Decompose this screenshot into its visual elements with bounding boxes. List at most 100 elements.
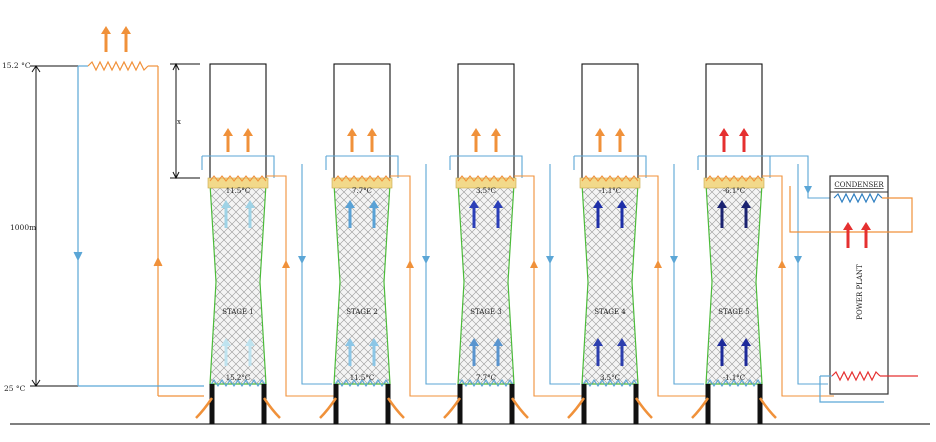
bottom-temperature-label: 25 °C bbox=[4, 384, 26, 393]
exhaust-arrow bbox=[223, 128, 233, 152]
height-label: 1000m bbox=[10, 223, 36, 232]
condenser-coil bbox=[833, 192, 883, 204]
header-coil bbox=[705, 175, 763, 182]
cold-pipe bbox=[574, 155, 647, 178]
header-coil bbox=[581, 175, 639, 182]
intake-swirl bbox=[634, 397, 653, 419]
stage-bottom-temperature: 7.7°C bbox=[476, 374, 496, 382]
exhaust-arrow bbox=[615, 128, 625, 152]
stage-2: 7.7°C STAGE 2 11.5°C bbox=[319, 63, 462, 424]
exhaust-arrow bbox=[471, 128, 481, 152]
updraft-arrow bbox=[741, 338, 751, 366]
base-coil bbox=[705, 379, 763, 387]
updraft-arrow bbox=[345, 338, 355, 366]
mesh-column bbox=[333, 183, 391, 385]
intake-swirl bbox=[691, 397, 710, 419]
stage-bottom-temperature: -1.1°C bbox=[723, 374, 745, 382]
updraft-arrow bbox=[369, 338, 379, 366]
intake-swirl bbox=[195, 397, 214, 419]
updraft-arrow bbox=[741, 200, 751, 228]
exhaust-arrow bbox=[739, 128, 749, 152]
updraft-arrow bbox=[617, 338, 627, 366]
updraft-arrow bbox=[345, 200, 355, 228]
top-temperature-label: 15.2 °C bbox=[2, 61, 31, 70]
x-marker-label: x bbox=[177, 118, 181, 126]
chimney bbox=[457, 63, 515, 181]
stage-top-temperature: 3.5°C bbox=[476, 187, 496, 195]
intake-swirl bbox=[443, 397, 462, 419]
power-plant-heater bbox=[831, 370, 881, 382]
updraft-arrow bbox=[245, 338, 255, 366]
updraft-arrow bbox=[369, 200, 379, 228]
header-coil bbox=[457, 175, 515, 182]
condenser-label: CONDENSER bbox=[834, 181, 884, 189]
warm-pipe bbox=[390, 175, 462, 397]
stage-top-temperature: 7.7°C bbox=[352, 187, 372, 195]
cold-pipe bbox=[797, 164, 828, 385]
updraft-arrow bbox=[493, 200, 503, 228]
intake-exhaust-arrows bbox=[101, 26, 131, 52]
updraft-arrow bbox=[221, 338, 231, 366]
base-coil bbox=[581, 379, 639, 387]
exhaust-arrow bbox=[595, 128, 605, 152]
intake-swirl bbox=[386, 397, 405, 419]
stage-name: STAGE 1 bbox=[222, 308, 254, 316]
cold-pipe bbox=[425, 164, 456, 385]
warm-pipe bbox=[638, 175, 710, 397]
power-plant-inlet-arrows bbox=[843, 222, 871, 248]
updraft-arrow bbox=[469, 338, 479, 366]
stage-top-temperature: 11.5°C bbox=[226, 187, 250, 195]
header-coil bbox=[209, 175, 267, 182]
power-plant-unit bbox=[789, 175, 918, 403]
updraft-arrow bbox=[493, 338, 503, 366]
stage-1: 11.5°C STAGE 1 15.2°C bbox=[195, 63, 338, 424]
cold-pipe bbox=[673, 164, 704, 385]
header-band bbox=[331, 177, 393, 189]
header-band bbox=[703, 177, 765, 189]
exhaust-arrow bbox=[719, 128, 729, 152]
stage-3: 3.5°C STAGE 3 7.7°C bbox=[443, 63, 586, 424]
x-dimension bbox=[170, 62, 200, 180]
stage-4: -1.1°C STAGE 4 3.5°C bbox=[567, 63, 710, 424]
updraft-arrow bbox=[221, 200, 231, 228]
updraft-arrow bbox=[593, 338, 603, 366]
mesh-column bbox=[581, 183, 639, 385]
exhaust-arrow bbox=[243, 128, 253, 152]
chimney bbox=[333, 63, 391, 181]
height-axis bbox=[30, 65, 78, 387]
header-coil bbox=[333, 175, 391, 182]
stage-name: STAGE 5 bbox=[718, 308, 750, 316]
intake-swirl bbox=[319, 397, 338, 419]
warm-pipe bbox=[266, 175, 338, 397]
mesh-column bbox=[457, 183, 515, 385]
exhaust-arrow bbox=[491, 128, 501, 152]
chimney bbox=[581, 63, 639, 181]
cold-pipe bbox=[301, 164, 332, 385]
updraft-arrow bbox=[617, 200, 627, 228]
intake-swirl bbox=[758, 397, 777, 419]
updraft-arrow bbox=[245, 200, 255, 228]
mesh-column bbox=[705, 183, 763, 385]
stage-name: STAGE 4 bbox=[594, 308, 626, 316]
intake-swirl bbox=[510, 397, 529, 419]
stage-bottom-temperature: 3.5°C bbox=[600, 374, 620, 382]
header-band bbox=[207, 177, 269, 189]
header-band bbox=[579, 177, 641, 189]
cold-pipe bbox=[202, 155, 275, 178]
header-band bbox=[455, 177, 517, 189]
cold-pipe bbox=[549, 164, 580, 385]
base-coil bbox=[333, 379, 391, 387]
exhaust-arrow bbox=[367, 128, 377, 152]
chimney bbox=[705, 63, 763, 181]
stage-name: STAGE 3 bbox=[470, 308, 502, 316]
stage-5: -6.1°C STAGE 5 -1.1°C bbox=[691, 63, 834, 424]
cold-pipe bbox=[326, 155, 399, 178]
intake-swirl bbox=[567, 397, 586, 419]
chimney bbox=[209, 63, 267, 181]
base-coil bbox=[209, 379, 267, 387]
stage-bottom-temperature: 15.2°C bbox=[226, 374, 250, 382]
condenser-feed-pipe bbox=[770, 155, 834, 199]
stage-top-temperature: -6.1°C bbox=[723, 187, 745, 195]
updraft-arrow bbox=[469, 200, 479, 228]
